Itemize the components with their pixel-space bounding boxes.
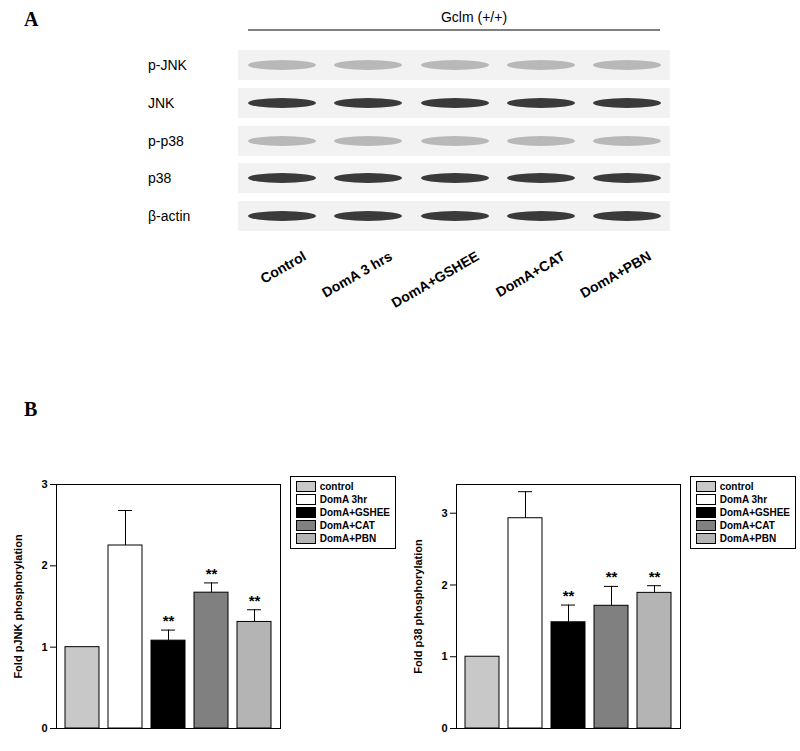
html-text:DomA+CAT: DomA+CAT <box>319 520 375 531</box>
svg-text:DomA 3 hrs: DomA 3 hrs <box>319 248 395 301</box>
html-text:DomA+GSHEE: DomA+GSHEE <box>719 507 790 518</box>
svg-text:JNK: JNK <box>148 95 175 111</box>
html-text:DomA 3hr: DomA 3hr <box>319 494 368 505</box>
svg-text:3: 3 <box>441 507 447 519</box>
svg-text:p-JNK: p-JNK <box>148 57 188 73</box>
svg-text:Gclm (+/+): Gclm (+/+) <box>441 9 507 25</box>
html-text:A: A <box>24 8 39 30</box>
svg-text:2: 2 <box>441 578 447 590</box>
html-text:DomA 3hr: DomA 3hr <box>719 494 768 505</box>
svg-text:**: ** <box>163 612 175 629</box>
html-text:DomA+PBN: DomA+PBN <box>319 533 377 544</box>
svg-text:Fold pJNK phosphorylation: Fold pJNK phosphorylation <box>12 534 24 678</box>
svg-text:0: 0 <box>41 722 47 734</box>
svg-text:0: 0 <box>441 722 447 734</box>
svg-text:1: 1 <box>41 641 47 653</box>
svg-text:DomA+CAT: DomA+CAT <box>493 248 568 301</box>
svg-text:1: 1 <box>441 650 447 662</box>
svg-text:Fold p38 phosphorylation: Fold p38 phosphorylation <box>412 539 424 674</box>
html-text:DomA+CAT: DomA+CAT <box>719 520 775 531</box>
svg-text:p-p38: p-p38 <box>148 133 184 149</box>
svg-text:Control: Control <box>258 248 309 287</box>
html-text:DomA+PBN: DomA+PBN <box>719 533 777 544</box>
svg-text:DomA+PBN: DomA+PBN <box>577 248 653 301</box>
svg-text:**: ** <box>249 592 261 609</box>
svg-text:DomA+GSHEE: DomA+GSHEE <box>388 248 481 311</box>
html-text:control: control <box>719 481 754 492</box>
svg-text:p38: p38 <box>148 170 172 186</box>
svg-text:2: 2 <box>41 559 47 571</box>
svg-text:**: ** <box>563 587 575 604</box>
html-text:B: B <box>24 398 38 420</box>
svg-text:**: ** <box>649 567 661 584</box>
html-text:DomA+GSHEE: DomA+GSHEE <box>319 507 390 518</box>
svg-text:**: ** <box>606 568 618 585</box>
svg-text:β-actin: β-actin <box>148 208 190 224</box>
html-text:control: control <box>319 481 354 492</box>
svg-text:3: 3 <box>41 478 47 490</box>
svg-text:**: ** <box>206 565 218 582</box>
